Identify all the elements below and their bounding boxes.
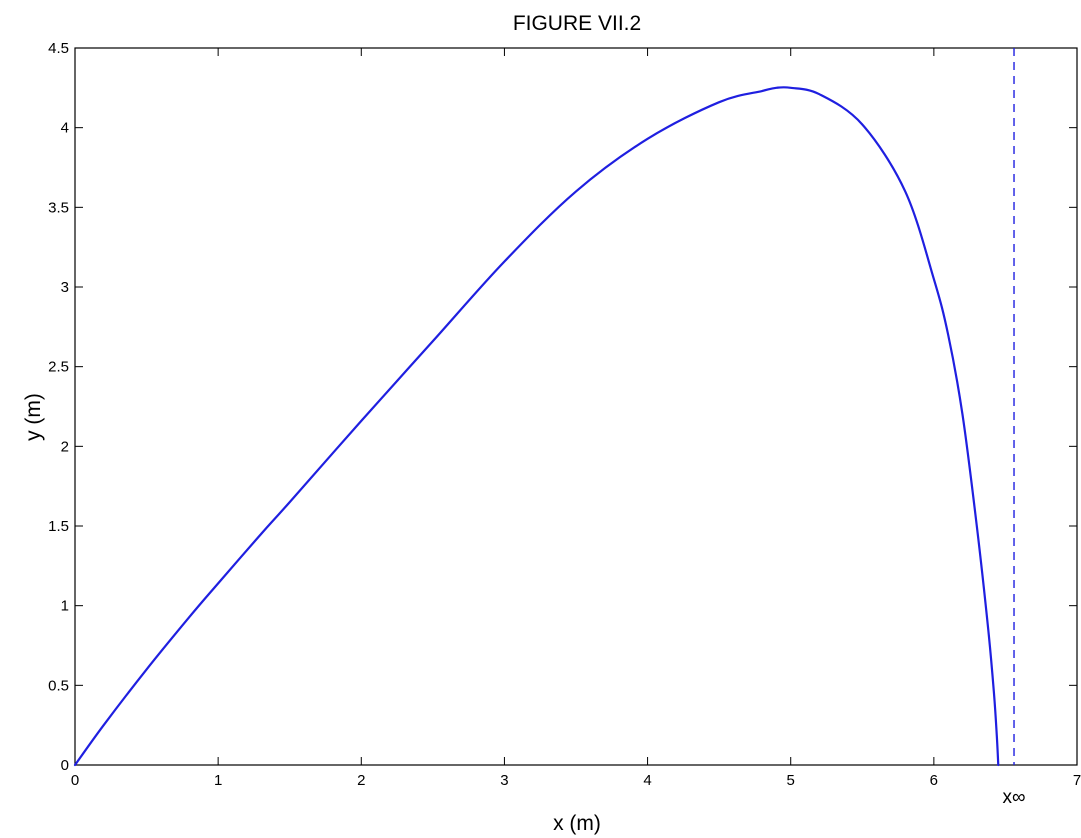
- y-tick-label: 1: [61, 598, 69, 615]
- plot-area: 0 1 2 3 4 5 6 7 0 0.5 1 1.5 2 2.5 3 3.5 4 4.5 x∞: [48, 40, 1081, 808]
- x-tick-label: 3: [500, 772, 508, 789]
- y-tick-label: 0: [61, 757, 69, 774]
- y-tick-label: 0.5: [48, 677, 69, 694]
- y-tick-label: 2: [61, 438, 69, 455]
- x-axis-label: x (m): [553, 812, 601, 835]
- plot-frame: [74, 47, 1078, 766]
- x-tick-label: 6: [930, 772, 938, 789]
- y-tick-label: 2.5: [48, 359, 69, 376]
- x-tick-label: 7: [1073, 772, 1081, 789]
- x-tick-label: 4: [643, 772, 651, 789]
- y-tick-label: 3: [61, 279, 69, 296]
- x-tick-label: 2: [357, 772, 365, 789]
- y-axis-label: y (m): [22, 393, 45, 441]
- x-tick-label: 0: [71, 772, 79, 789]
- y-tick-label: 1.5: [48, 518, 69, 535]
- y-tick-label: 3.5: [48, 199, 69, 216]
- asymptote-label: x∞: [1002, 787, 1025, 808]
- x-tick-label: 5: [787, 772, 795, 789]
- y-tick-label: 4: [61, 120, 69, 137]
- y-tick-label: 4.5: [48, 40, 69, 57]
- series-line-0: [73, 86, 1000, 767]
- x-tick-label: 1: [214, 772, 222, 789]
- chart-title: FIGURE VII.2: [513, 12, 641, 35]
